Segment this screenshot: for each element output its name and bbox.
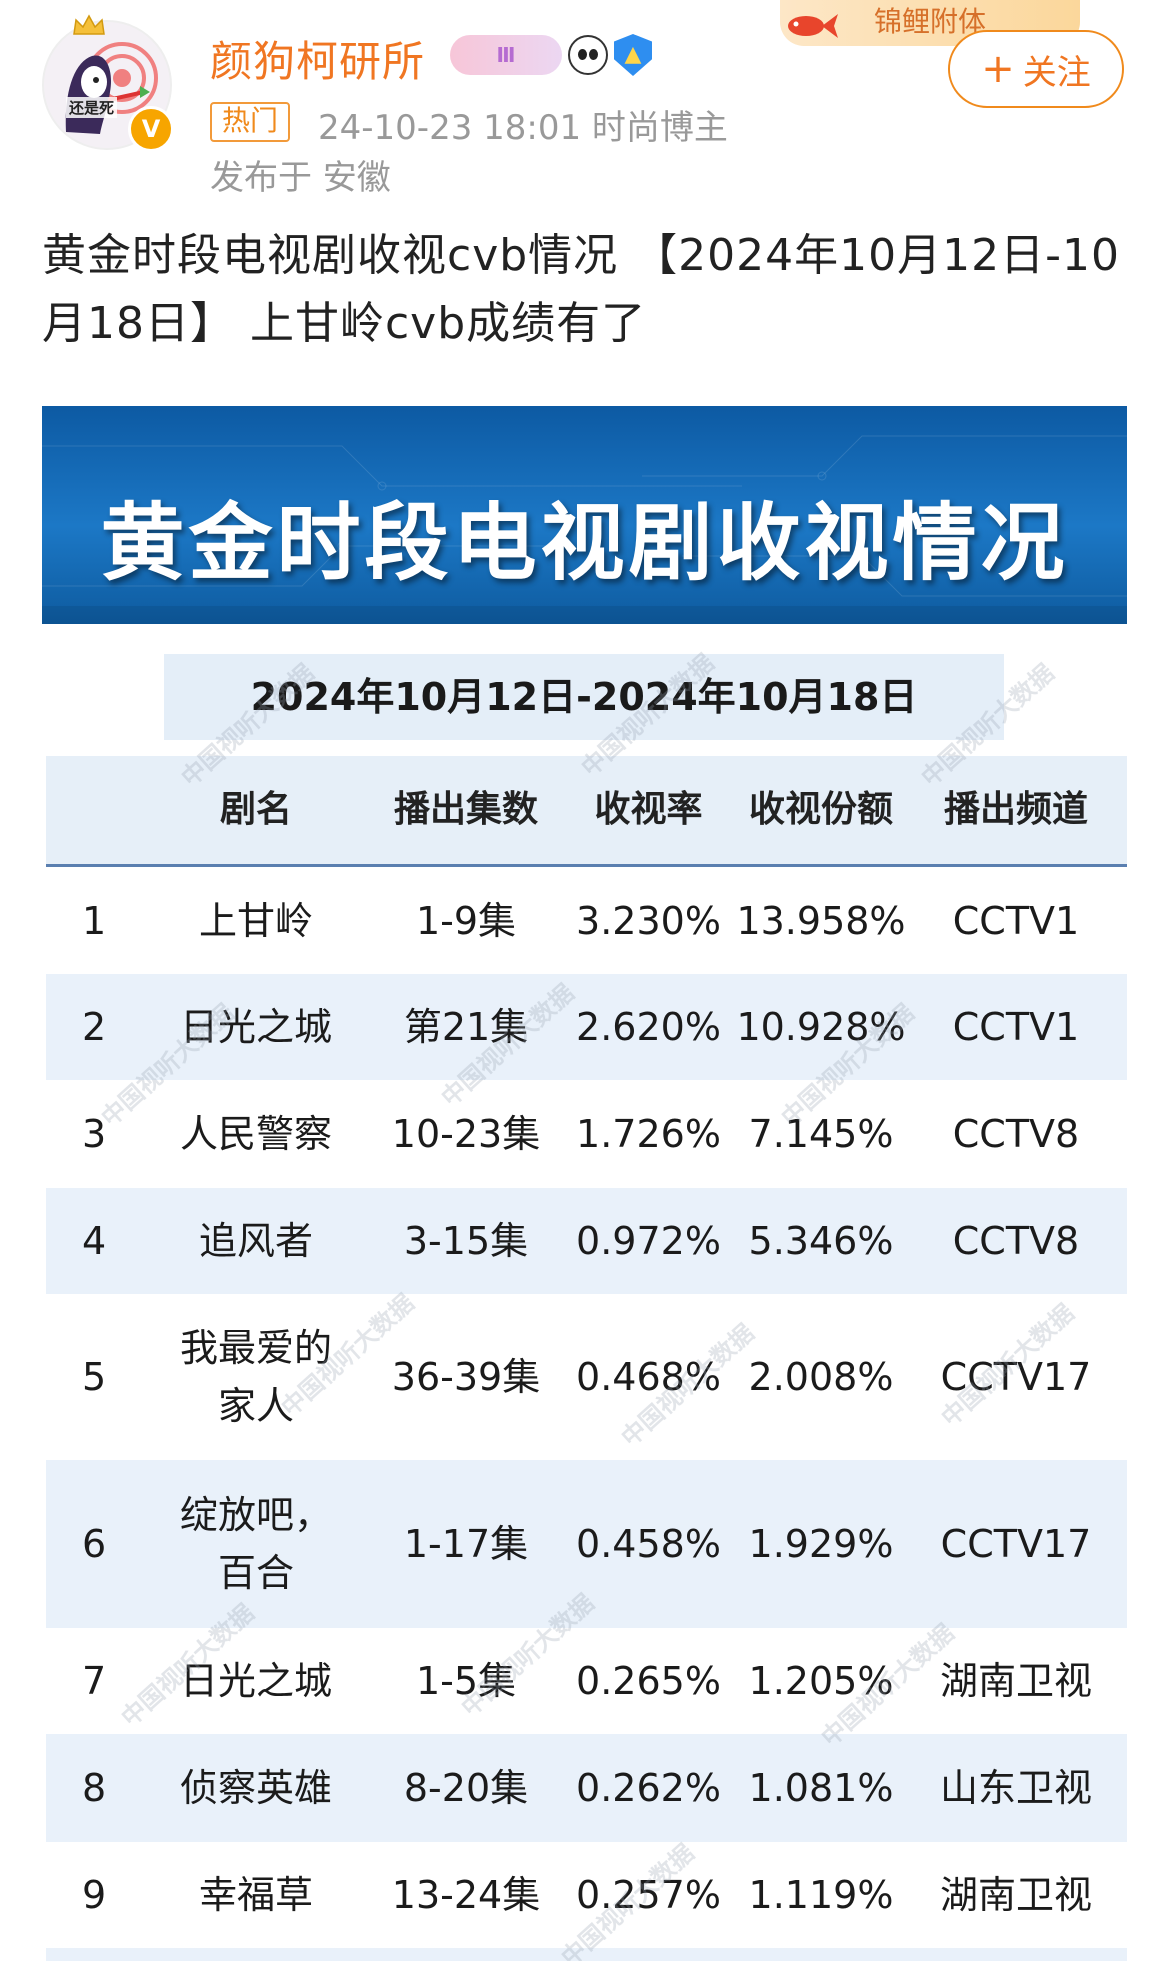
table-row: 2 日光之城 第21集 2.620% 10.928% CCTV1: [46, 974, 1127, 1080]
cell-channel: CCTV17: [940, 1355, 1092, 1399]
table-row: 1 上甘岭 1-9集 3.230% 13.958% CCTV1: [46, 868, 1127, 974]
column-header-name: 剧名: [219, 789, 292, 830]
level-badge-icon[interactable]: Ⅲ: [450, 35, 562, 75]
cell-rank: 3: [82, 1112, 107, 1156]
cell-episodes: 第21集: [403, 1005, 529, 1049]
table-row: 9 幸福草 13-24集 0.257% 1.119% 湖南卫视: [46, 1842, 1127, 1948]
cell-name: 幸福草: [198, 1873, 313, 1917]
cell-rating: 3.230%: [576, 899, 721, 943]
table-row: 3 人民警察 10-23集 1.726% 7.145% CCTV8: [46, 1080, 1127, 1188]
cell-name: 我最爱的 家人: [179, 1326, 332, 1428]
post-location: 发布于 安徽: [210, 158, 391, 198]
cell-name: 人民警察: [179, 1112, 332, 1156]
cell-rating: 0.972%: [576, 1219, 721, 1263]
title-banner: 黄金时段电视剧收视情况: [42, 406, 1127, 624]
cell-rank: 2: [82, 1005, 107, 1049]
post-text: 黄金时段电视剧收视cvb情况 【2024年10月12日-10月18日】 上甘岭c…: [42, 230, 1120, 349]
table-row: 4 追风者 3-15集 0.972% 5.346% CCTV8: [46, 1188, 1127, 1294]
cell-rating: 0.468%: [576, 1355, 721, 1399]
post-header: 还是死 V 颜狗柯研所 Ⅲ ▲ 热门 24-10-23 18:01 时尚博主 发…: [0, 0, 1170, 200]
cell-channel: 湖南卫视: [939, 1873, 1092, 1917]
cell-rank: 5: [82, 1355, 107, 1399]
cell-episodes: 10-23集: [391, 1112, 541, 1156]
column-header-rating: 收视率: [594, 789, 703, 830]
verified-badge-icon: V: [128, 106, 174, 152]
crown-icon: [73, 14, 105, 35]
cell-rank: 1: [82, 899, 107, 943]
cell-rank: 6: [82, 1522, 107, 1566]
cell-share: 1.929%: [748, 1522, 894, 1566]
column-header-rank: [46, 756, 156, 864]
cell-share: 5.346%: [748, 1219, 894, 1263]
cell-channel: CCTV8: [952, 1219, 1080, 1263]
cell-name: 上甘岭: [198, 899, 313, 943]
avatar-caption: 还是死: [66, 97, 118, 118]
table-row: 5 我最爱的 家人 36-39集 0.468% 2.008% CCTV17: [46, 1294, 1127, 1460]
cell-share: 13.958%: [736, 899, 906, 943]
cell-share: 10.928%: [736, 1005, 906, 1049]
post-image[interactable]: 黄金时段电视剧收视情况 2024年10月12日-2024年10月18日 剧名 播…: [42, 406, 1127, 1961]
cell-rating: 1.726%: [576, 1112, 721, 1156]
cell-rank: 4: [82, 1219, 107, 1263]
follow-button[interactable]: + 关注: [948, 30, 1124, 108]
post-meta: 24-10-23 18:01 时尚博主: [318, 108, 728, 148]
tech-background-icon: [42, 435, 1127, 624]
cell-channel: CCTV17: [940, 1522, 1092, 1566]
cell-episodes: 36-39集: [391, 1355, 541, 1399]
cell-channel: CCTV1: [952, 899, 1080, 943]
cell-share: 2.008%: [748, 1355, 894, 1399]
user-badges: Ⅲ ▲: [450, 34, 652, 76]
cell-rating: 0.265%: [576, 1659, 721, 1703]
table-row: 8 侦察英雄 8-20集 0.262% 1.081% 山东卫视: [46, 1734, 1127, 1842]
column-header-episodes: 播出集数: [393, 789, 538, 830]
cell-rating: 0.262%: [576, 1766, 721, 1810]
column-header-channel: 播出频道: [943, 789, 1088, 830]
cell-share: 1.119%: [748, 1873, 894, 1917]
cell-share: 1.205%: [748, 1659, 894, 1703]
table-row-partial: [46, 1948, 1127, 1961]
table-row: 7 日光之城 1-5集 0.265% 1.205% 湖南卫视: [46, 1628, 1127, 1734]
cell-rating: 0.458%: [576, 1522, 721, 1566]
cell-channel: CCTV8: [952, 1112, 1080, 1156]
cell-channel: CCTV1: [952, 1005, 1080, 1049]
cell-rank: 7: [82, 1659, 107, 1703]
table-row: 6 绽放吧， 百合 1-17集 0.458% 1.929% CCTV17: [46, 1460, 1127, 1628]
cell-rank: 8: [82, 1766, 107, 1810]
panda-badge-icon[interactable]: [568, 35, 608, 75]
cell-channel: 湖南卫视: [939, 1659, 1092, 1703]
shield-badge-icon[interactable]: ▲: [614, 34, 652, 76]
cell-rating: 2.620%: [576, 1005, 721, 1049]
koi-fish-icon: [788, 14, 838, 38]
cell-name: 日光之城: [179, 1659, 332, 1703]
hot-tag: 热门: [210, 102, 291, 142]
date-range: 2024年10月12日-2024年10月18日: [164, 654, 1004, 740]
cell-episodes: 1-9集: [415, 899, 517, 943]
username[interactable]: 颜狗柯研所: [210, 37, 426, 86]
cell-name: 日光之城: [179, 1005, 332, 1049]
cell-episodes: 8-20集: [403, 1766, 529, 1810]
cell-share: 7.145%: [748, 1112, 894, 1156]
column-header-share: 收视份额: [748, 789, 893, 830]
image-title: 黄金时段电视剧收视情况: [100, 494, 1069, 592]
cell-name: 侦察英雄: [179, 1766, 332, 1810]
table-header: 剧名 播出集数 收视率 收视份额 播出频道: [46, 756, 1127, 867]
cell-episodes: 13-24集: [391, 1873, 541, 1917]
follow-label: 关注: [1022, 52, 1091, 93]
cell-rating: 0.257%: [576, 1873, 721, 1917]
cell-episodes: 1-5集: [415, 1659, 517, 1703]
plus-icon: +: [981, 46, 1015, 92]
cell-episodes: 1-17集: [403, 1522, 529, 1566]
cell-share: 1.081%: [748, 1766, 894, 1810]
cell-channel: 山东卫视: [939, 1766, 1092, 1810]
cell-name: 绽放吧， 百合: [179, 1493, 332, 1595]
cell-episodes: 3-15集: [403, 1219, 529, 1263]
cell-rank: 9: [82, 1873, 107, 1917]
cell-name: 追风者: [198, 1219, 313, 1263]
avatar[interactable]: 还是死: [42, 20, 172, 150]
